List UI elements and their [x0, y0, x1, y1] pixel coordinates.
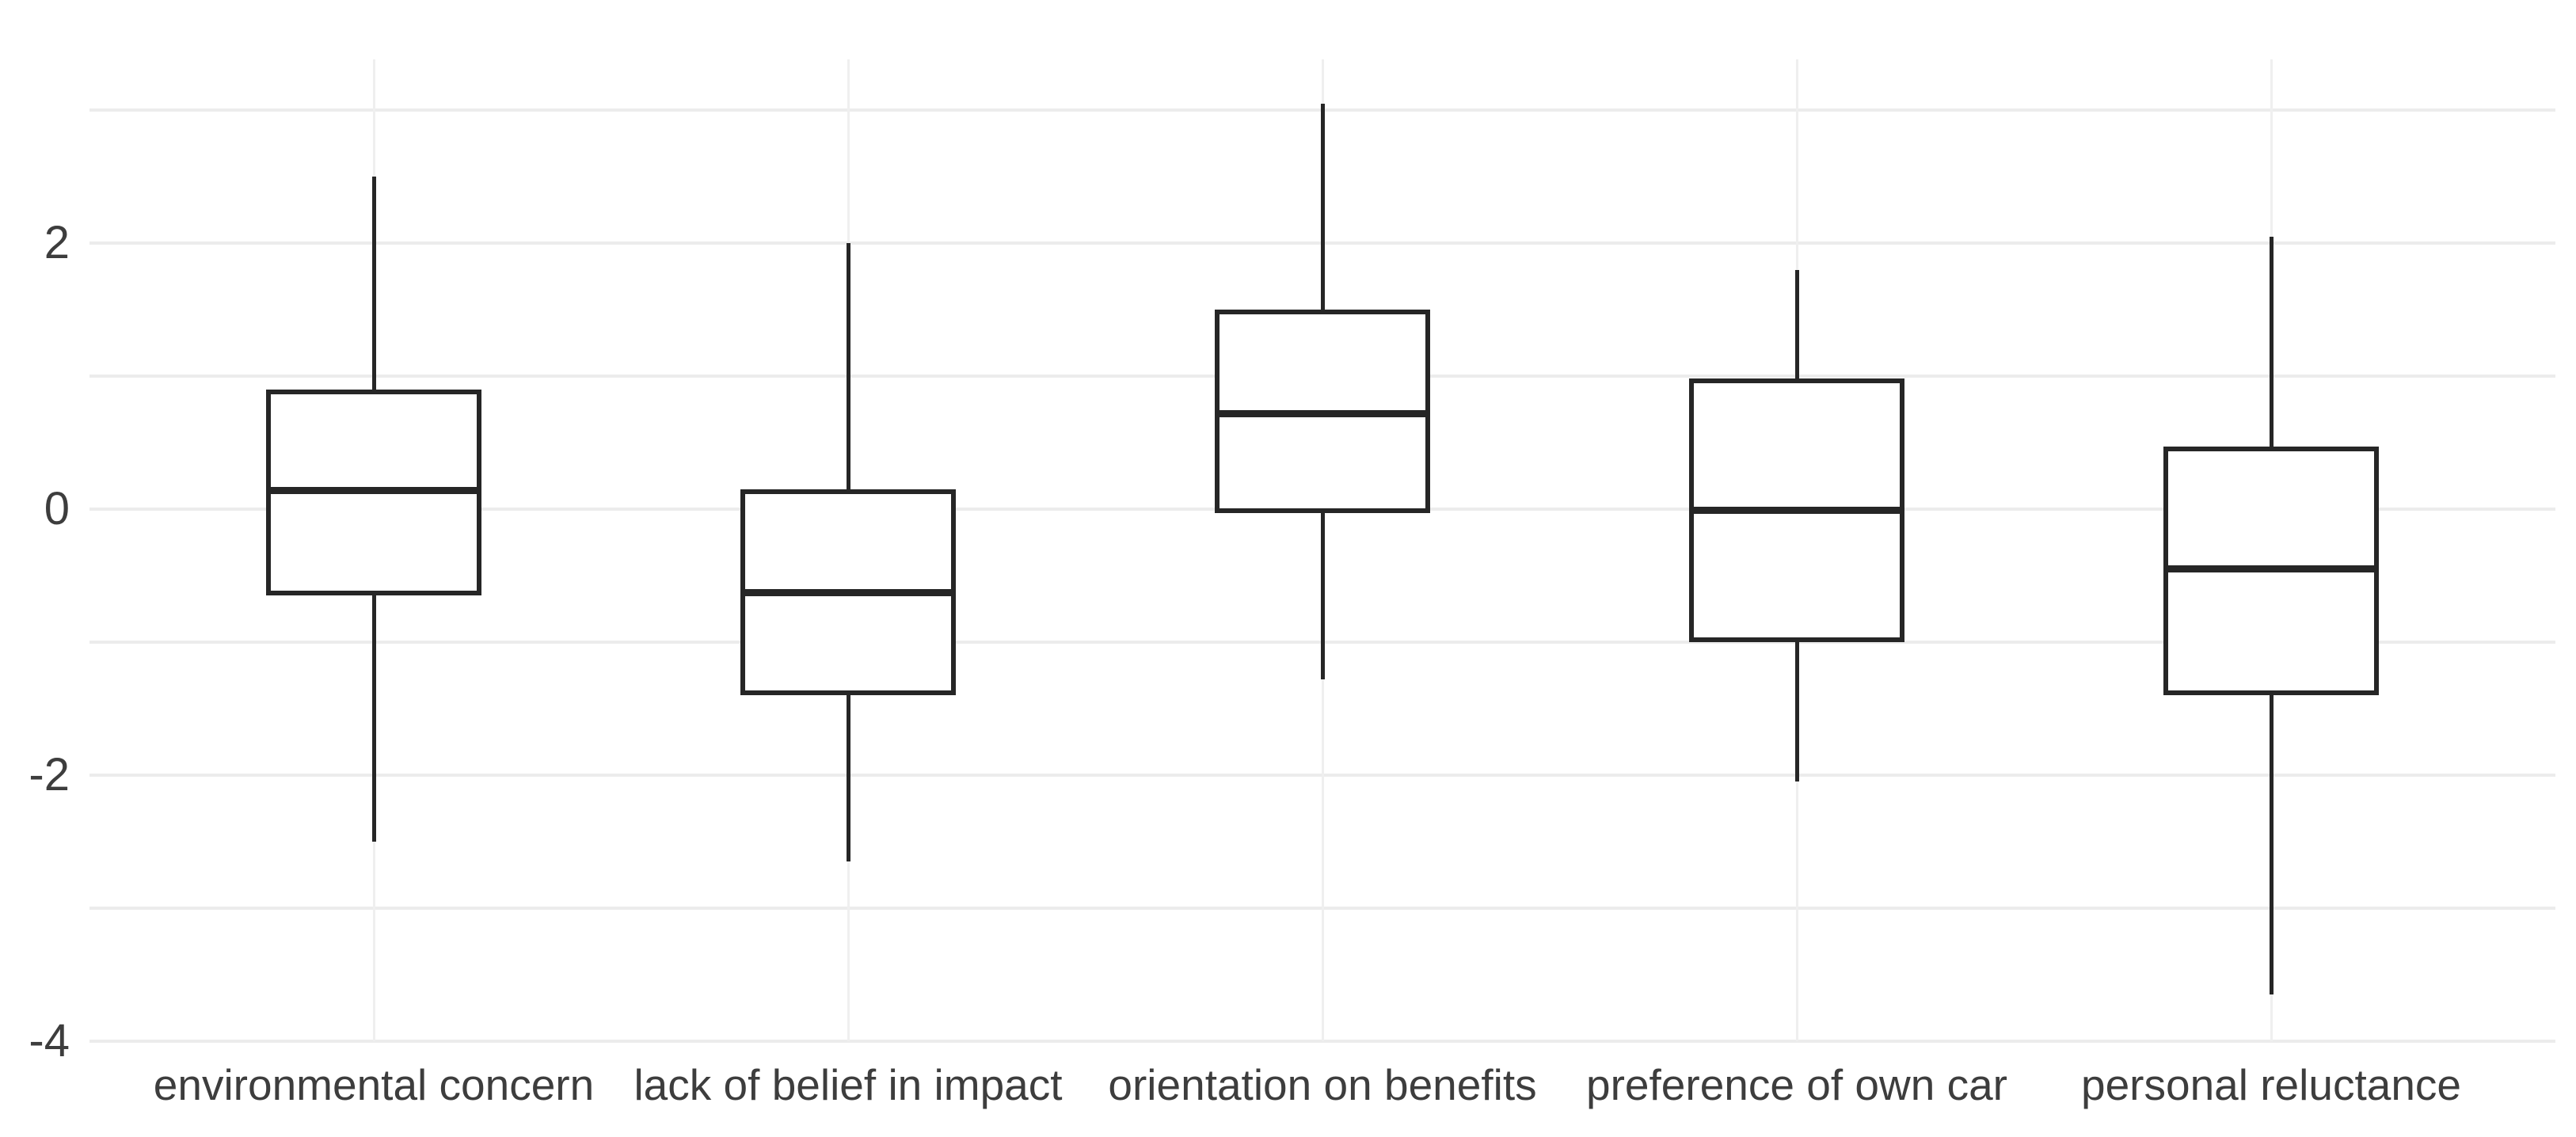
median-line	[740, 589, 956, 597]
x-category-label: personal reluctance	[2080, 1060, 2461, 1109]
y-tick-label: -2	[29, 749, 70, 800]
x-category-label: lack of belief in impact	[634, 1060, 1063, 1109]
median-line	[266, 486, 481, 494]
x-category-label: preference of own car	[1586, 1060, 2007, 1109]
median-line	[1215, 409, 1430, 417]
y-tick-label: -4	[29, 1015, 70, 1067]
median-line	[1689, 507, 1904, 515]
y-tick-label: 0	[44, 483, 70, 534]
x-category-label: orientation on benefits	[1108, 1060, 1537, 1109]
median-line	[2163, 565, 2379, 573]
y-tick-label: 2	[44, 217, 70, 268]
h-gridline	[89, 1040, 2555, 1043]
x-category-label: environmental concern	[153, 1060, 595, 1109]
